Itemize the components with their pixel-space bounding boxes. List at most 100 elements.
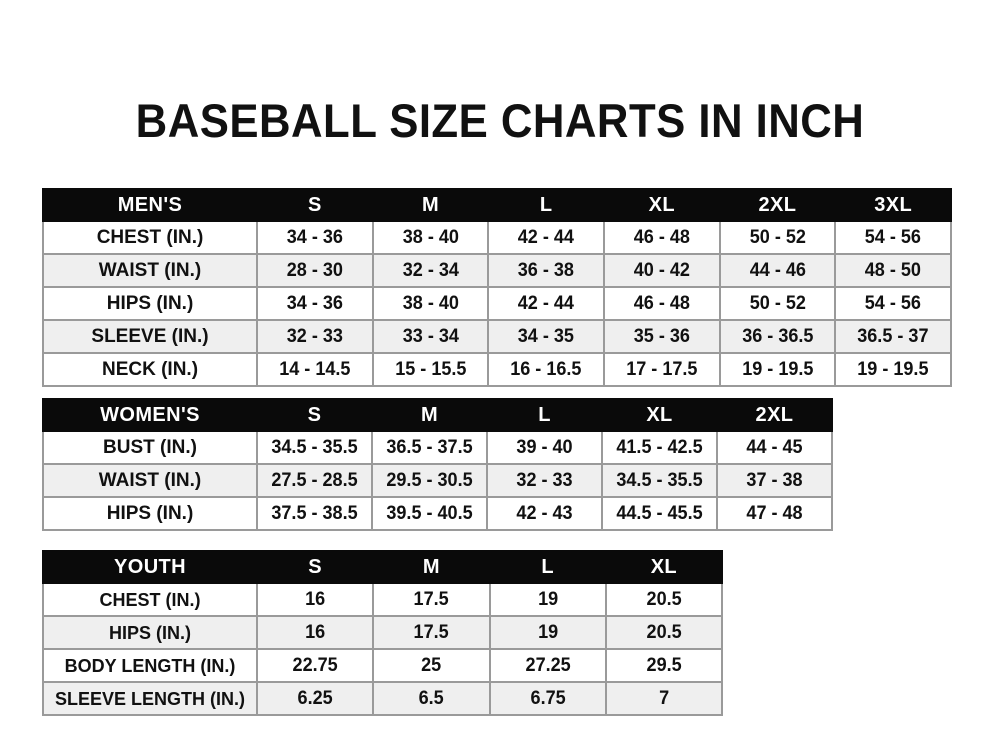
measurement-value: 19 [537, 589, 558, 610]
measurement-cell: 16 [255, 582, 375, 617]
row-label: NECK (IN.) [42, 352, 258, 387]
column-header-youth-xl: XL [604, 550, 724, 584]
category-header-womens: WOMEN'S [42, 398, 258, 432]
measurement-cell: 29.5 - 30.5 [371, 463, 488, 498]
column-header-womens-s: S [256, 398, 373, 432]
measurement-cell: 22.75 [255, 648, 375, 683]
measurement-cell: 34.5 - 35.5 [256, 430, 373, 465]
column-header-youth-s: S [255, 550, 375, 584]
measurement-cell: 46 - 48 [602, 286, 721, 321]
column-header-womens-xl: XL [601, 398, 718, 432]
size-table-womens: WOMEN'S S M L XL 2XL BUST (IN.) 34.5 - 35.5 36.… [42, 398, 833, 531]
measurement-value: 19 - 19.5 [857, 359, 929, 380]
table-row: BUST (IN.) 34.5 - 35.5 36.5 - 37.5 39 - 40 4… [42, 430, 833, 465]
measurement-value: 6.75 [530, 688, 566, 709]
measurement-value: 36 - 38 [518, 260, 575, 281]
column-header-womens-m: M [371, 398, 488, 432]
table-row: HIPS (IN.) 34 - 36 38 - 40 42 - 44 46 - 48 50… [42, 286, 952, 321]
row-label: WAIST (IN.) [42, 463, 258, 498]
measurement-cell: 54 - 56 [834, 286, 952, 321]
measurement-value: 15 - 15.5 [394, 359, 467, 380]
table-row: HIPS (IN.) 16 17.5 19 20.5 [42, 615, 724, 650]
measurement-value: 32 - 33 [286, 326, 343, 347]
measurement-value: 44.5 - 45.5 [616, 503, 703, 524]
measurement-cell: 19 - 19.5 [718, 352, 837, 387]
measurement-cell: 14 - 14.5 [256, 352, 374, 387]
measurement-cell: 50 - 52 [718, 286, 837, 321]
measurement-cell: 42 - 43 [486, 496, 603, 531]
measurement-value: 42 - 43 [516, 503, 573, 524]
measurement-value: 34 - 36 [286, 293, 343, 314]
measurement-cell: 44.5 - 45.5 [601, 496, 718, 531]
measurement-value: 17.5 [413, 589, 449, 610]
table-row: BODY LENGTH (IN.) 22.75 25 27.25 29.5 [42, 648, 724, 683]
row-label: SLEEVE LENGTH (IN.) [42, 681, 258, 716]
measurement-cell: 40 - 42 [602, 253, 721, 288]
measurement-cell: 46 - 48 [602, 220, 721, 255]
row-label: HIPS (IN.) [42, 286, 258, 321]
measurement-value: 28 - 30 [286, 260, 343, 281]
measurement-cell: 36.5 - 37.5 [371, 430, 488, 465]
measurement-value: 25 [421, 655, 442, 676]
measurement-cell: 36 - 36.5 [718, 319, 837, 354]
measurement-cell: 34.5 - 35.5 [601, 463, 718, 498]
measurement-value: 35 - 36 [633, 326, 690, 347]
size-table-mens-header: MEN'S S M L XL 2XL 3XL [42, 188, 952, 222]
measurement-value: 48 - 50 [865, 260, 922, 281]
measurement-value: 37 - 38 [746, 470, 803, 491]
measurement-value: 34.5 - 35.5 [616, 470, 703, 491]
measurement-cell: 28 - 30 [256, 253, 374, 288]
measurement-cell: 38 - 40 [371, 220, 490, 255]
column-header-mens-s: S [256, 188, 374, 222]
measurement-value: 42 - 44 [518, 227, 575, 248]
measurement-cell: 42 - 44 [487, 220, 605, 255]
measurement-cell: 6.25 [255, 681, 375, 716]
measurement-value: 19 - 19.5 [741, 359, 814, 380]
measurement-value: 22.75 [292, 655, 338, 676]
measurement-value: 40 - 42 [633, 260, 690, 281]
measurement-value: 36.5 - 37 [857, 326, 929, 347]
size-table-mens: MEN'S S M L XL 2XL 3XL CHEST (IN.) 34 - 36 38 - … [42, 188, 952, 387]
row-label: CHEST (IN.) [42, 220, 258, 255]
column-header-mens-2xl: 2XL [718, 188, 837, 222]
row-label: BUST (IN.) [42, 430, 258, 465]
measurement-value: 42 - 44 [518, 293, 575, 314]
row-label: CHEST (IN.) [42, 582, 258, 617]
measurement-cell: 48 - 50 [834, 253, 952, 288]
measurement-value: 34 - 35 [518, 326, 575, 347]
measurement-value: 29.5 [646, 655, 682, 676]
measurement-value: 7 [658, 688, 669, 709]
header-row: MEN'S S M L XL 2XL 3XL [42, 188, 952, 222]
measurement-cell: 34 - 35 [487, 319, 605, 354]
measurement-cell: 42 - 44 [487, 286, 605, 321]
measurement-value: 38 - 40 [402, 227, 459, 248]
category-header-youth: YOUTH [42, 550, 258, 584]
measurement-value: 14 - 14.5 [279, 359, 351, 380]
column-header-youth-l: L [488, 550, 607, 584]
measurement-cell: 16 - 16.5 [487, 352, 605, 387]
table-row: HIPS (IN.) 37.5 - 38.5 39.5 - 40.5 42 - 43 4… [42, 496, 833, 531]
measurement-value: 6.25 [297, 688, 333, 709]
measurement-value: 33 - 34 [402, 326, 459, 347]
measurement-cell: 47 - 48 [716, 496, 833, 531]
table-row: WAIST (IN.) 28 - 30 32 - 34 36 - 38 40 - 42 4… [42, 253, 952, 288]
size-table-womens-body: BUST (IN.) 34.5 - 35.5 36.5 - 37.5 39 - 40 4… [42, 430, 833, 531]
measurement-value: 36.5 - 37.5 [386, 437, 473, 458]
header-row: YOUTH S M L XL [42, 550, 724, 584]
measurement-cell: 32 - 34 [371, 253, 490, 288]
measurement-value: 20.5 [646, 589, 682, 610]
column-header-womens-l: L [486, 398, 603, 432]
column-header-womens-2xl: 2XL [716, 398, 833, 432]
measurement-cell: 20.5 [604, 615, 724, 650]
measurement-value: 39 - 40 [516, 437, 573, 458]
measurement-value: 54 - 56 [865, 227, 922, 248]
measurement-value: 16 [305, 622, 326, 643]
row-label: HIPS (IN.) [42, 496, 258, 531]
measurement-value: 27.25 [525, 655, 571, 676]
measurement-cell: 37.5 - 38.5 [256, 496, 373, 531]
measurement-cell: 16 [255, 615, 375, 650]
measurement-value: 19 [537, 622, 558, 643]
measurement-cell: 50 - 52 [718, 220, 837, 255]
column-header-mens-3xl: 3XL [834, 188, 952, 222]
page-title: BASEBALL SIZE CHARTS IN INCH [135, 94, 865, 148]
